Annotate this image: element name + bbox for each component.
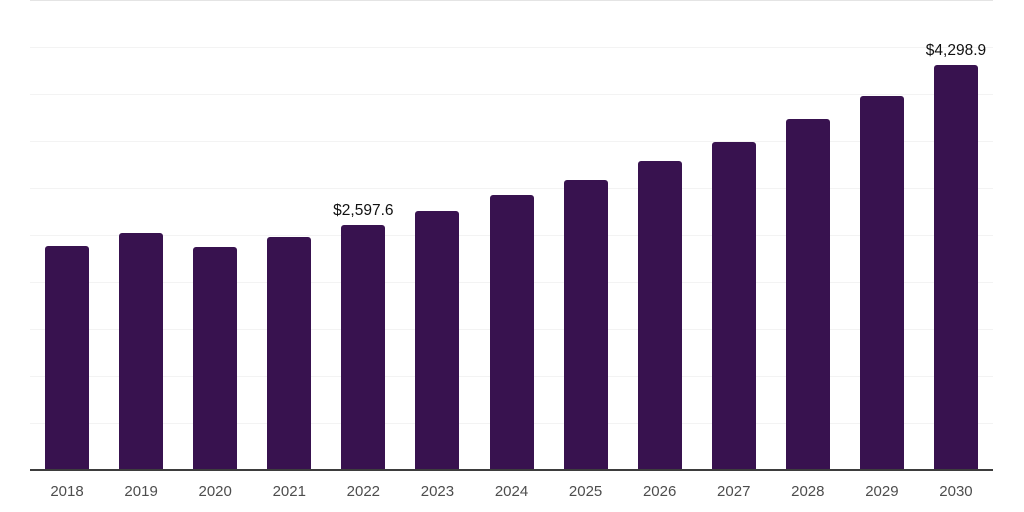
bar-2020[interactable] <box>193 246 238 469</box>
x-tick-2018: 2018 <box>50 483 84 500</box>
bar-slot-2030: $4,298.9 <box>919 0 993 469</box>
bar-slot-2018 <box>30 0 104 469</box>
gridline-3000 <box>30 188 993 189</box>
gridline-4000 <box>30 94 993 95</box>
x-tick-2020: 2020 <box>198 483 232 500</box>
gridline-4500 <box>30 47 993 48</box>
bar-2026[interactable] <box>637 160 682 469</box>
bar-slot-2028 <box>771 0 845 469</box>
x-tick-2028: 2028 <box>791 483 825 500</box>
bar-slot-2020 <box>178 0 252 469</box>
bar-slot-2022: $2,597.6 <box>326 0 400 469</box>
x-axis: 2018 2019 2020 2021 2022 2023 2024 2025 2026 2027… <box>30 483 993 501</box>
bar-2022[interactable] <box>341 224 386 469</box>
bar-2028[interactable] <box>785 119 830 469</box>
bar-2023[interactable] <box>415 211 460 469</box>
bar-slot-2024 <box>474 0 548 469</box>
bar-2021[interactable] <box>267 236 312 469</box>
bar-2025[interactable] <box>563 179 608 469</box>
gridline-3500 <box>30 141 993 142</box>
plot-area: $2,597.6 $4,298.9 <box>30 0 993 471</box>
x-axis-line <box>30 469 993 471</box>
data-label-2022: $2,597.6 <box>333 202 394 220</box>
x-tick-2019: 2019 <box>124 483 158 500</box>
bar-slot-2027 <box>697 0 771 469</box>
data-label-2030: $4,298.9 <box>925 42 987 60</box>
bar-2030[interactable] <box>933 64 978 469</box>
x-tick-2029: 2029 <box>865 483 899 500</box>
bar-slot-2019 <box>104 0 178 469</box>
gridline-5000 <box>30 0 993 1</box>
x-tick-2026: 2026 <box>642 483 677 500</box>
bar-slot-2023 <box>400 0 474 469</box>
x-tick-2022: 2022 <box>346 483 381 500</box>
bar-slot-2025 <box>549 0 623 469</box>
bar-slot-2021 <box>252 0 326 469</box>
bar-slot-2029 <box>845 0 919 469</box>
bars-layer: $2,597.6 $4,298.9 <box>30 0 993 469</box>
x-tick-2027: 2027 <box>717 483 751 500</box>
x-tick-2024: 2024 <box>494 483 529 500</box>
bar-2019[interactable] <box>119 232 164 469</box>
bar-2018[interactable] <box>45 245 90 469</box>
x-tick-2030: 2030 <box>939 483 973 500</box>
bar-2027[interactable] <box>711 141 756 469</box>
x-tick-2021: 2021 <box>272 483 306 500</box>
bar-slot-2026 <box>623 0 697 469</box>
bar-2024[interactable] <box>489 194 534 469</box>
bar-chart: $2,597.6 $4,298.9 2018 2019 2020 2021 2022 202… <box>30 0 993 501</box>
bar-2029[interactable] <box>859 95 904 469</box>
x-tick-2023: 2023 <box>420 483 455 500</box>
x-tick-2025: 2025 <box>568 483 603 500</box>
